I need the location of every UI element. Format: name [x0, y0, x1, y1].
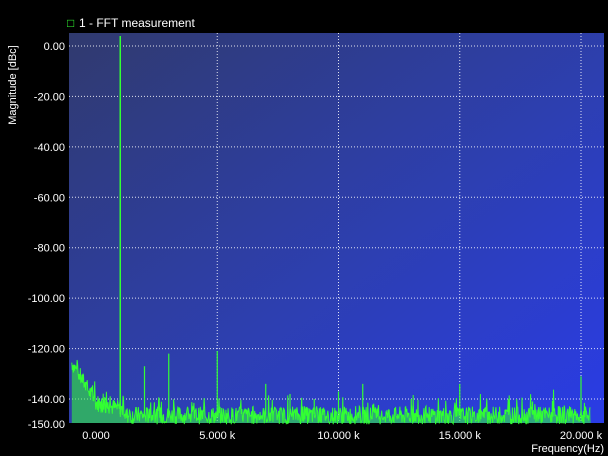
y-tick-label: -120.00	[28, 344, 65, 356]
legend-label: 1 - FFT measurement	[79, 16, 195, 30]
x-tick-label: 5.000 k	[199, 430, 236, 442]
y-axis-label: Magnitude [dBc]	[7, 45, 19, 125]
legend: □ 1 - FFT measurement	[67, 16, 195, 30]
x-tick-label: 0.000	[82, 430, 110, 442]
y-tick-label: -20.00	[34, 91, 65, 103]
x-axis-label: Frequency(Hz)	[531, 443, 604, 455]
y-tick-label: -100.00	[28, 293, 65, 305]
fft-series	[71, 36, 591, 426]
x-axis-ticks: 0.000 5.000 k 10.000 k 15.000 k 20.000 k	[82, 430, 602, 442]
legend-marker: □	[67, 16, 74, 30]
y-axis-ticks: 0.00 -20.00 -40.00 -60.00 -80.00 -100.00 -120.…	[28, 41, 65, 431]
y-tick-label: -80.00	[34, 243, 65, 255]
plot-area	[69, 33, 604, 423]
y-tick-label: 0.00	[44, 41, 65, 53]
x-tick-label: 20.000 k	[560, 430, 603, 442]
x-tick-label: 15.000 k	[439, 430, 482, 442]
y-tick-label: -40.00	[34, 142, 65, 154]
y-tick-label: -150.00	[28, 419, 65, 431]
noise-floor-fill	[71, 360, 591, 425]
y-tick-label: -60.00	[34, 192, 65, 204]
x-tick-label: 10.000 k	[317, 430, 360, 442]
y-tick-label: -140.00	[28, 394, 65, 406]
